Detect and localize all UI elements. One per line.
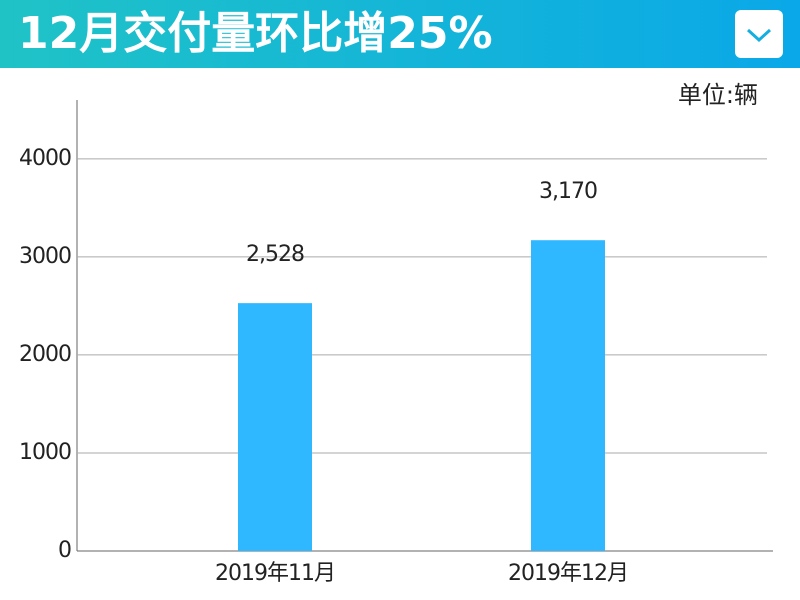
- chart-title: 12月交付量环比增25%: [18, 8, 493, 59]
- y-tick-label: 3000: [19, 244, 71, 269]
- chevron-icon: [746, 28, 772, 43]
- x-tick-label: 2019年12月: [508, 561, 628, 586]
- header-bar: [0, 0, 800, 68]
- y-tick-label: 0: [58, 538, 71, 563]
- y-tick-label: 2000: [19, 342, 71, 367]
- dropdown-button[interactable]: [735, 10, 783, 58]
- unit-label: 单位:辆: [678, 81, 758, 109]
- x-tick-label: 2019年11月: [215, 561, 335, 586]
- value-label: 2,528: [246, 242, 304, 267]
- y-tick-label: 4000: [19, 146, 71, 171]
- bar: [531, 240, 605, 551]
- value-label: 3,170: [539, 179, 597, 204]
- y-tick-label: 1000: [19, 440, 71, 465]
- bar: [238, 303, 312, 551]
